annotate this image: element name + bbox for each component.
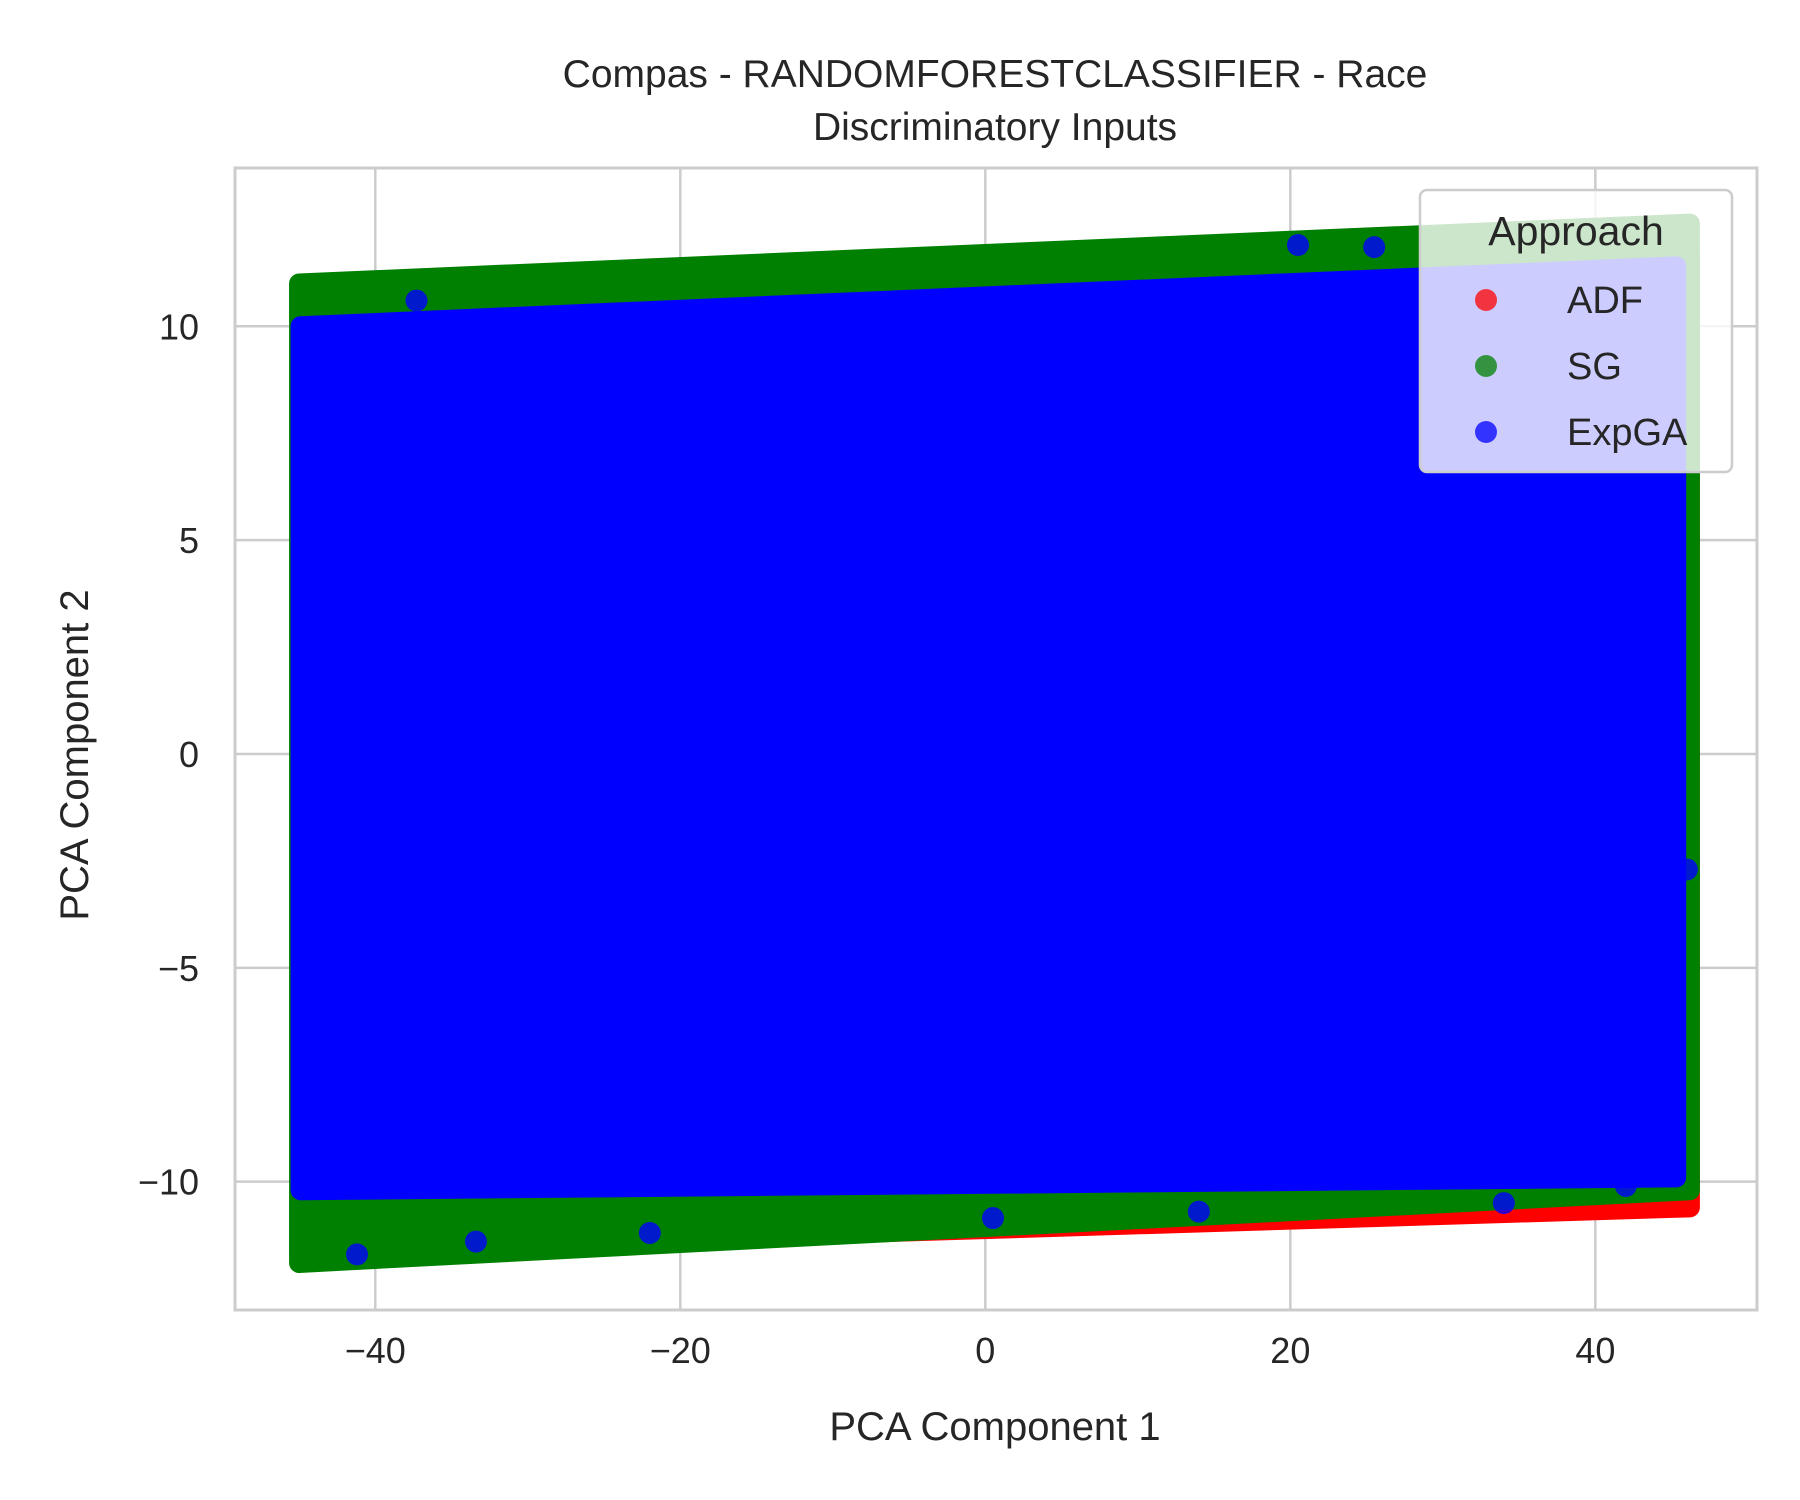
x-tick-label: −40: [345, 1330, 406, 1371]
x-tick-label: 20: [1270, 1330, 1310, 1371]
scatter-point: [1492, 1192, 1515, 1215]
legend-marker-adf: [1475, 289, 1497, 311]
scatter-point: [1187, 1200, 1210, 1223]
y-tick-label: 5: [179, 520, 199, 561]
scatter-point: [464, 1230, 487, 1253]
scatter-point: [981, 1207, 1004, 1230]
series-layer: [289, 213, 1700, 1273]
scatter-point: [1675, 858, 1698, 881]
x-tick-label: −20: [650, 1330, 711, 1371]
x-axis-label: PCA Component 1: [829, 1405, 1160, 1449]
x-tick-label: 40: [1575, 1330, 1615, 1371]
legend-label-sg: SG: [1567, 346, 1622, 388]
x-tick-label: 0: [975, 1330, 995, 1371]
y-tick-label: 0: [179, 734, 199, 775]
scatter-point: [1614, 1174, 1637, 1197]
scatter-point: [405, 289, 428, 312]
ticks: −40 −20 0 20 40 −10 −5 0 5 10: [138, 306, 1615, 1371]
y-axis-label: PCA Component 2: [53, 589, 97, 920]
plot-frame: [233, 166, 1759, 1312]
y-tick-label: 10: [159, 306, 199, 347]
y-tick-label: −10: [138, 1162, 199, 1203]
legend-label-expga: ExpGA: [1567, 412, 1688, 454]
chart-title: Compas - RANDOMFORESTCLASSIFIER - Race: [563, 53, 1428, 96]
legend-marker-sg: [1475, 355, 1497, 377]
scatter-point: [1286, 233, 1309, 256]
scatter-point: [638, 1222, 661, 1245]
legend-marker-expga: [1475, 421, 1497, 443]
legend-box: [1418, 188, 1734, 474]
y-tick-label: −5: [158, 948, 199, 989]
legend-title: Approach: [1488, 208, 1664, 254]
scatter-point: [1363, 236, 1386, 259]
scatter-point: [346, 1243, 369, 1266]
legend: Approach ADF SG ExpGA: [1418, 188, 1734, 474]
legend-label-adf: ADF: [1567, 280, 1643, 322]
chart-subtitle: Discriminatory Inputs: [813, 106, 1177, 149]
